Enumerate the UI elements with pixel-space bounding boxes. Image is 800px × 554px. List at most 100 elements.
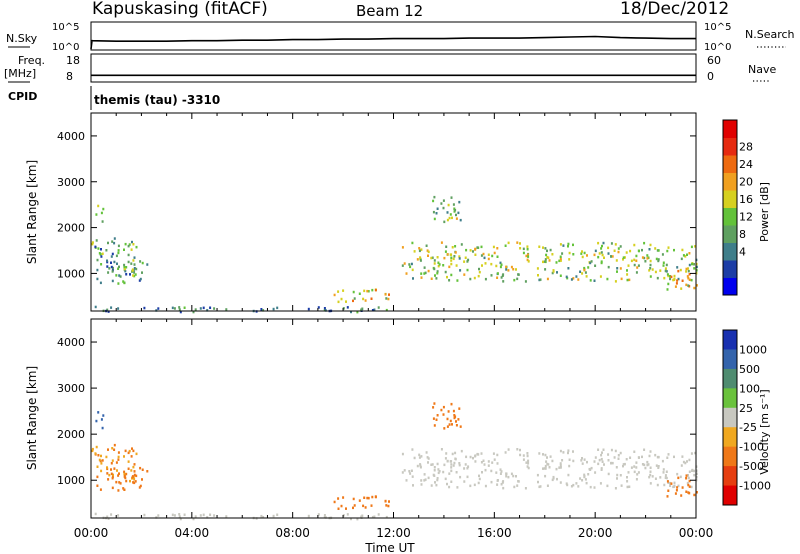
power-cell (635, 254, 638, 258)
power-cell (527, 260, 530, 263)
power-cell (628, 278, 631, 282)
velocity-cell (385, 504, 388, 507)
power-cell (472, 250, 474, 253)
power-cell (654, 247, 657, 250)
velocity-cell (449, 419, 452, 423)
velocity-cell (419, 464, 422, 468)
velocity-cell (337, 497, 340, 500)
velocity-cell (666, 480, 669, 483)
velocity-cell (566, 483, 569, 487)
nsky-strip: N.Sky 10^5 10^0 N.Search 10^5 10^0 (6, 21, 795, 53)
power-cell (110, 261, 112, 264)
velocity-cell (679, 475, 682, 479)
velocity-cell (453, 461, 456, 465)
power-cell (572, 243, 574, 247)
nsky-label: N.Sky (6, 32, 38, 45)
power-cell (213, 307, 216, 310)
power-cell (100, 263, 103, 266)
colorbar-tick-label: -25 (739, 421, 757, 434)
power-cell (458, 257, 461, 260)
colorbar-segment (723, 207, 737, 226)
power-cell (641, 248, 643, 252)
velocity-cell (600, 457, 603, 461)
power-cell (600, 261, 603, 265)
velocity-cell (113, 448, 116, 451)
velocity-cell (558, 466, 561, 469)
power-cell (648, 248, 651, 251)
velocity-cell (496, 483, 499, 486)
y-tick-label: 3000 (57, 176, 85, 189)
velocity-cell (664, 476, 667, 479)
nsearch-label: N.Search (745, 28, 795, 41)
velocity-cell (447, 410, 450, 413)
power-cell (420, 248, 423, 251)
velocity-cell (155, 516, 158, 519)
velocity-cell (538, 485, 541, 489)
velocity-cell (519, 453, 522, 457)
velocity-cell (427, 461, 429, 464)
velocity-cell (626, 476, 628, 479)
velocity-cell (504, 451, 507, 454)
velocity-cell (455, 471, 458, 474)
power-cell (519, 242, 521, 245)
power-cell (610, 255, 612, 258)
velocity-cell (641, 463, 644, 466)
velocity-cell (106, 472, 109, 475)
velocity-cell (444, 457, 447, 460)
power-cell (427, 269, 430, 273)
nsearch-tick-low: 10^0 (704, 42, 731, 53)
power-cell (317, 306, 320, 309)
power-cell (337, 290, 340, 293)
power-cell (360, 308, 363, 311)
velocity-cell (434, 481, 436, 484)
power-cell (559, 243, 562, 246)
power-cell (123, 263, 126, 267)
power-cell (556, 271, 558, 274)
colorbar-tick-label: 100 (739, 382, 760, 395)
power-cell (629, 249, 632, 253)
velocity-cell (119, 482, 122, 485)
power-cell (695, 269, 698, 272)
velocity-cell (637, 471, 640, 474)
velocity-cell (141, 478, 143, 481)
power-frame (90, 112, 697, 312)
velocity-cell (525, 461, 528, 464)
power-cell (526, 258, 529, 262)
velocity-cell (101, 426, 104, 430)
velocity-cell (450, 463, 453, 466)
freq-tick-high: 18 (66, 54, 80, 67)
velocity-cell (110, 468, 112, 471)
velocity-cell (597, 448, 600, 451)
power-cell (505, 265, 508, 269)
colorbar-segment (723, 446, 737, 467)
power-cell (350, 310, 352, 314)
velocity-cell (323, 514, 326, 517)
velocity-cell (432, 406, 435, 409)
velocity-cell (410, 469, 413, 472)
velocity-cell (641, 455, 643, 459)
power-cell (101, 220, 104, 223)
power-cell (626, 278, 629, 282)
power-cell (337, 300, 340, 304)
power-cell (107, 310, 110, 313)
velocity-cell (686, 481, 689, 485)
velocity-cell (91, 449, 94, 453)
power-cell (667, 282, 670, 286)
power-cell (116, 262, 118, 265)
velocity-cell (664, 474, 667, 477)
power-cell (123, 266, 126, 269)
colorbar-tick-label: -100 (739, 441, 764, 454)
power-scatter (91, 195, 698, 314)
power-cell (517, 273, 520, 276)
velocity-cell (593, 486, 596, 489)
power-cell (630, 259, 633, 263)
velocity-cell (433, 469, 436, 472)
velocity-cell (183, 513, 186, 516)
power-cell (91, 242, 94, 246)
power-cell (607, 246, 610, 250)
power-cell (655, 257, 658, 261)
velocity-cell (100, 462, 103, 465)
power-cell (412, 277, 414, 280)
power-cell (626, 269, 628, 272)
velocity-cell (139, 484, 142, 488)
